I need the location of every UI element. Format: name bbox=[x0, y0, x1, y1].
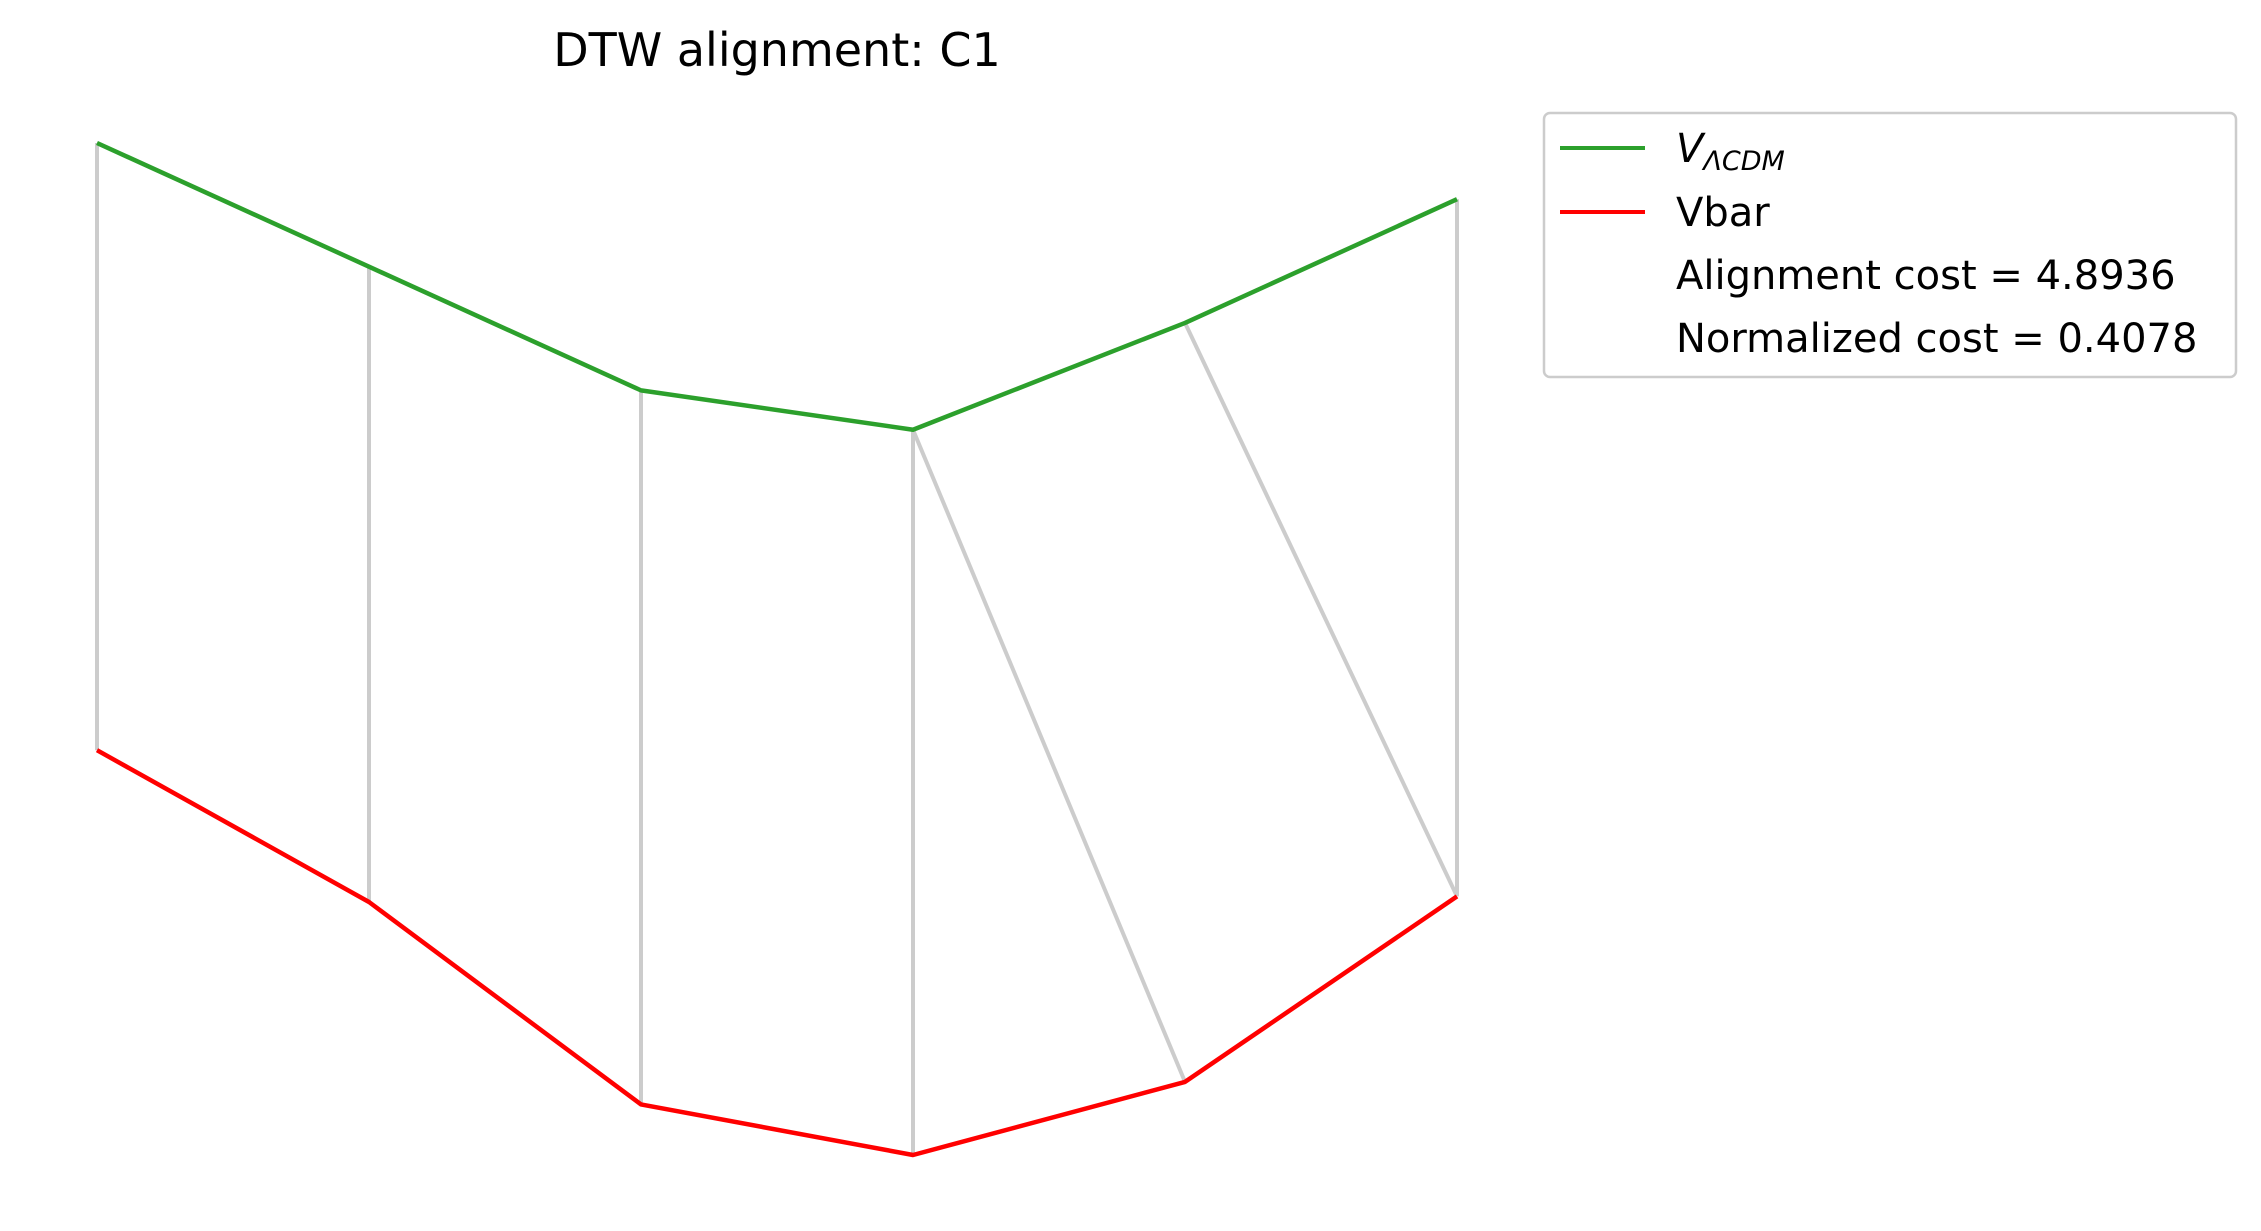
legend-label-v-lcdm: VΛCDM bbox=[1676, 126, 1785, 177]
legend-frame bbox=[1542, 111, 2238, 379]
chart-title: DTW alignment: C1 bbox=[553, 23, 1001, 77]
alignment-lines bbox=[95, 143, 1459, 1155]
legend-label-v-lcdm-main: V bbox=[1676, 126, 1706, 172]
series-lines bbox=[95, 140, 1459, 1158]
legend: VΛCDM Vbar Alignment cost = 4.8936 Norma… bbox=[1542, 111, 2238, 379]
legend-label-v-lcdm-subscript: ΛCDM bbox=[1701, 146, 1784, 177]
annotation-alignment-cost: Alignment cost = 4.8936 bbox=[1676, 253, 2176, 299]
alignment-line-5 bbox=[1183, 322, 1459, 898]
series-line-v-lcdm bbox=[96, 140, 1458, 432]
series-line-vbar bbox=[95, 748, 1459, 1158]
alignment-line-4 bbox=[911, 428, 1187, 1083]
annotation-normalized-cost: Normalized cost = 0.4078 bbox=[1676, 316, 2197, 362]
legend-label-vbar: Vbar bbox=[1676, 190, 1770, 236]
